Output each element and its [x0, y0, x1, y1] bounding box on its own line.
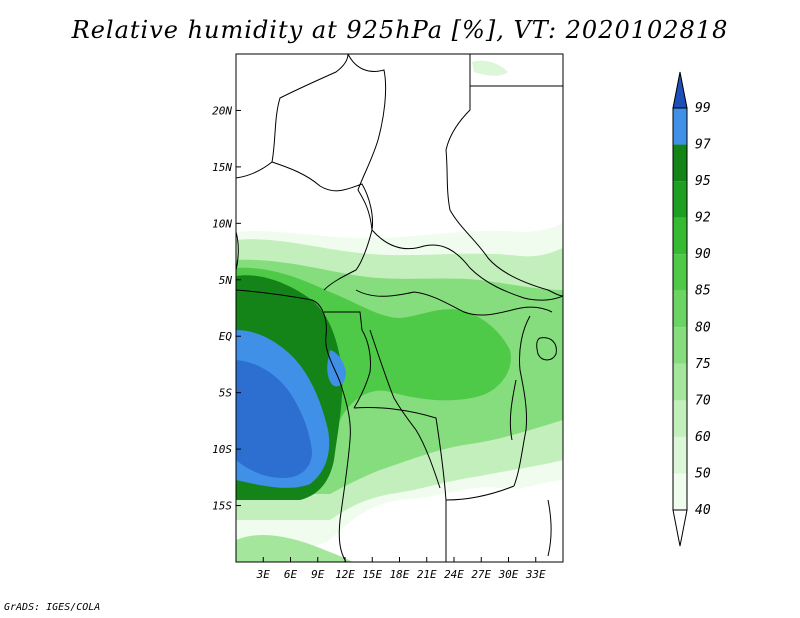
- lon-tick-label: 33E: [525, 568, 546, 581]
- lon-tick-label: 15E: [362, 568, 382, 581]
- humidity-region-north-patch: [472, 60, 508, 76]
- border-east: [513, 315, 531, 487]
- humidity-region-coastal: [327, 350, 346, 387]
- lon-tick-label: 18E: [390, 568, 410, 581]
- border-cameroon-gabon: [324, 311, 371, 409]
- humidity-field: [236, 54, 563, 562]
- border-sahara-north: [236, 54, 349, 179]
- colorbar-segment: [673, 217, 687, 255]
- colorbar-label: 90: [695, 247, 711, 262]
- colorbar-under-triangle: [672, 509, 688, 547]
- lat-tick-label: 15N: [212, 161, 232, 174]
- colorbar-label: 70: [695, 393, 711, 408]
- lake-victoria: [536, 337, 557, 361]
- lon-tick-label: 21E: [417, 568, 437, 581]
- colorbar-segment: [673, 254, 687, 291]
- lat-tick-label: 10S: [212, 443, 232, 456]
- colorbar-label: 80: [695, 320, 711, 335]
- lon-tick-label: 27E: [471, 568, 491, 581]
- colorbar-label: 99: [695, 101, 711, 116]
- colorbar-label: 50: [695, 466, 711, 481]
- colorbar-segment: [673, 400, 687, 437]
- lon-tick-label: 30E: [498, 568, 519, 581]
- lon-tick-label: 24E: [444, 568, 464, 581]
- map-title: Relative humidity at 925hPa [%], VT: 202…: [71, 16, 729, 44]
- colorbar-label: 75: [695, 357, 711, 372]
- humidity-region-97: [236, 360, 312, 478]
- lat-tick-label: 5S: [219, 387, 233, 400]
- lat-tick-label: EQ: [219, 330, 233, 343]
- colorbar-segment: [673, 327, 687, 364]
- gulf-coast: [236, 289, 351, 562]
- colorbar-label: 60: [695, 430, 711, 445]
- colorbar-segment: [673, 144, 687, 182]
- lat-tick-label: 5N: [219, 274, 233, 287]
- country-borders: [236, 54, 563, 562]
- border-chad-sudan: [445, 54, 563, 297]
- colorbar-label: 85: [695, 284, 711, 299]
- border-drc-angola: [353, 407, 515, 501]
- border-nigeria: [271, 161, 373, 291]
- lat-tick-label: 15S: [212, 500, 232, 513]
- colorbar-segment: [673, 181, 687, 218]
- lon-tick-label: 6E: [284, 568, 298, 581]
- lake-tanganyika: [509, 379, 517, 441]
- border-car: [371, 229, 563, 301]
- lat-tick-label: 20N: [212, 104, 232, 117]
- border-niger-chad: [347, 54, 387, 231]
- lon-tick-label: 3E: [256, 568, 271, 581]
- colorbar-label: 40: [695, 503, 711, 518]
- lon-tick-label: 12E: [335, 568, 355, 581]
- colorbar-segment: [673, 436, 687, 474]
- lon-tick-label: 9E: [311, 568, 325, 581]
- border-car-south: [355, 289, 553, 316]
- lon-axis: 3E 6E 9E 12E 15E 18E 21E 24E 27E 30E 33E: [256, 557, 546, 581]
- colorbar-over-triangle: [672, 71, 688, 109]
- colorbar-label: 95: [695, 174, 711, 189]
- colorbar-segment: [673, 363, 687, 401]
- lat-tick-label: 10N: [212, 217, 232, 230]
- humidity-region-south: [236, 534, 352, 562]
- colorbar-label: 97: [695, 138, 711, 153]
- border-congo: [369, 329, 441, 489]
- colorbar-segment: [673, 290, 687, 328]
- colorbar-segment: [673, 108, 687, 145]
- colorbar-label: 92: [695, 211, 711, 226]
- credit-text: GrADS: IGES/COLA: [4, 602, 101, 613]
- colorbar-segment: [673, 473, 687, 510]
- colorbar-outline: [672, 107, 688, 511]
- lat-axis: 20N 15N 10N 5N EQ 5S 10S 15S: [212, 104, 241, 513]
- colorbar: 40 50 60 70 75 80 85 90 92 95 97 99: [672, 71, 711, 547]
- lake-malawi: [547, 499, 552, 557]
